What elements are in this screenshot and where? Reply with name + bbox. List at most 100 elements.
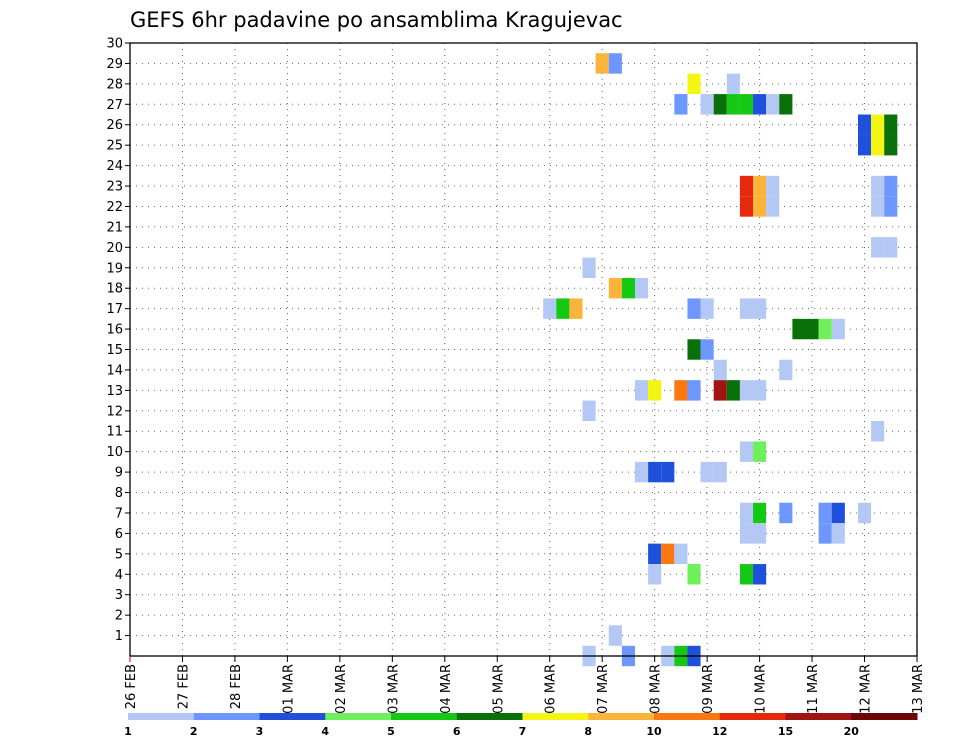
y-tick-label: 26 — [106, 118, 123, 133]
colorbar-swatch — [259, 713, 326, 720]
colorbar-swatch — [391, 713, 458, 720]
precip-cell — [766, 196, 780, 217]
precip-cell — [582, 400, 596, 422]
y-tick-label: 21 — [106, 220, 123, 235]
colorbar-swatch — [522, 713, 589, 720]
y-tick-label: 25 — [106, 139, 123, 154]
y-tick-label: 19 — [106, 261, 123, 276]
x-tick-label: 13 MAR — [911, 664, 926, 714]
precip-cell — [687, 73, 701, 95]
colorbar-label: 7 — [519, 725, 527, 738]
precip-cell — [608, 277, 622, 299]
precip-cell — [608, 53, 622, 74]
precip-cell — [687, 380, 701, 401]
precip-cells — [543, 53, 898, 667]
precip-cell — [884, 175, 898, 197]
precip-cell — [753, 298, 767, 319]
colorbar-swatch — [456, 713, 523, 720]
y-tick-label: 15 — [106, 343, 123, 358]
colorbar-label: 2 — [190, 725, 198, 738]
x-tick-label: 03 MAR — [386, 664, 401, 714]
precip-cell — [779, 359, 793, 381]
precip-cell — [726, 73, 740, 95]
precip-cell — [700, 339, 714, 360]
precip-cell — [648, 461, 662, 483]
y-tick-label: 4 — [115, 568, 123, 583]
y-tick-label: 18 — [106, 282, 123, 297]
precip-cell — [726, 380, 740, 401]
precip-cell — [700, 461, 714, 483]
x-tick-label: 02 MAR — [334, 664, 349, 714]
colorbar-label: 1 — [124, 725, 132, 738]
precip-cell — [753, 94, 767, 115]
precip-cell — [753, 523, 767, 544]
precip-cell — [648, 564, 662, 585]
y-tick-label: 1 — [115, 629, 123, 644]
precip-cell — [569, 298, 583, 319]
grid-lines — [130, 43, 917, 656]
y-tick-label: 27 — [106, 98, 123, 113]
precip-cell — [857, 114, 872, 135]
colorbar-swatch — [193, 713, 260, 720]
y-tick-label: 12 — [106, 404, 123, 419]
colorbar-swatch — [128, 713, 195, 720]
y-tick-label: 10 — [106, 445, 123, 460]
y-tick-label: 20 — [106, 241, 123, 256]
precip-cell — [818, 502, 832, 524]
colorbar-label: 10 — [646, 725, 662, 738]
y-tick-label: 9 — [115, 466, 123, 481]
precip-cell — [871, 421, 885, 442]
x-tick-label: 07 MAR — [596, 664, 611, 714]
x-tick-label: 10 MAR — [754, 664, 769, 714]
x-tick-label: 08 MAR — [649, 664, 664, 714]
precip-cell — [857, 502, 872, 524]
x-tick-label: 26 FEB — [124, 664, 139, 709]
precip-cell — [871, 196, 885, 217]
colorbar-label: 8 — [584, 725, 592, 738]
precip-cell — [739, 94, 754, 115]
precip-cell — [739, 196, 754, 217]
colorbar-swatch — [719, 713, 786, 720]
precip-cell — [556, 298, 570, 319]
precip-cell — [857, 134, 872, 156]
colorbar-label: 6 — [453, 725, 461, 738]
precip-cell — [634, 380, 649, 401]
precip-cell — [700, 298, 714, 319]
colorbar-swatch — [325, 713, 392, 720]
precip-cell — [726, 94, 740, 115]
precip-cell — [621, 277, 635, 299]
precip-cell — [884, 237, 898, 258]
colorbar-label: 15 — [778, 725, 793, 738]
precip-cell — [831, 523, 845, 544]
precip-cell — [687, 564, 701, 585]
precip-cell — [871, 114, 885, 135]
precip-cell — [700, 94, 714, 115]
y-tick-label: 28 — [106, 77, 123, 92]
colorbar-label: 20 — [844, 725, 860, 738]
y-tick-label: 30 — [106, 37, 123, 52]
y-tick-label: 13 — [106, 384, 123, 399]
precip-cell — [871, 134, 885, 156]
y-tick-label: 29 — [106, 57, 123, 72]
precip-cell — [661, 461, 675, 483]
precip-cell — [661, 543, 675, 565]
precip-cell — [687, 339, 701, 360]
precip-cell — [753, 380, 767, 401]
precip-cell — [753, 175, 767, 197]
x-tick-label: 04 MAR — [439, 664, 454, 714]
precip-cell — [818, 523, 832, 544]
precip-cell — [674, 543, 688, 565]
precip-cell — [766, 175, 780, 197]
precip-cell — [753, 196, 767, 217]
precip-cell — [753, 441, 767, 462]
precip-cell — [595, 53, 609, 74]
y-tick-label: 6 — [115, 527, 123, 542]
precip-cell — [582, 257, 596, 278]
colorbar-swatch — [588, 713, 655, 720]
y-tick-label: 22 — [106, 200, 123, 215]
precip-cell — [543, 298, 557, 319]
precip-cell — [753, 502, 767, 524]
precip-cell — [674, 94, 688, 115]
y-tick-label: 17 — [106, 302, 123, 317]
